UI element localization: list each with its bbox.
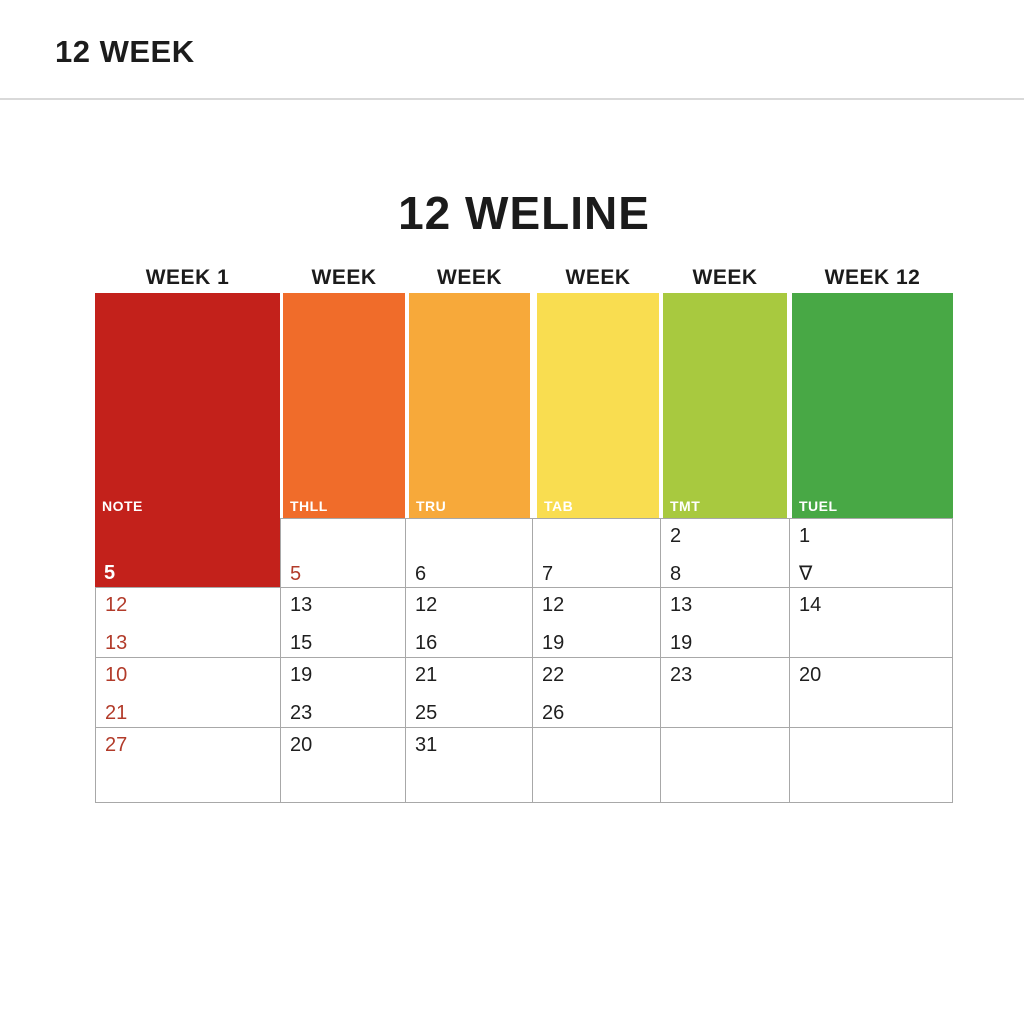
- day-number: 21: [105, 702, 128, 724]
- calendar-cell: 23: [661, 658, 790, 728]
- week-block-3: TRU: [409, 293, 530, 518]
- day-number: 23: [290, 702, 313, 724]
- calendar-cell: 12 13: [95, 588, 281, 658]
- day-number: 12: [415, 594, 438, 616]
- day-number: 1: [799, 525, 811, 547]
- top-divider: [0, 98, 1024, 100]
- week-block-tag: TUEL: [799, 498, 838, 514]
- day-number: 13: [290, 594, 313, 616]
- calendar-cell: 10 21: [95, 658, 281, 728]
- day-number: 6: [415, 563, 427, 585]
- calendar-cell: 27: [95, 728, 281, 803]
- day-number: 23: [670, 664, 693, 686]
- week-header-2: WEEK: [311, 266, 377, 289]
- calendar-cell: 12 19: [533, 588, 661, 658]
- day-number: 26: [542, 702, 565, 724]
- day-number: 27: [105, 734, 128, 756]
- week-header-4: WEEK: [565, 266, 631, 289]
- day-number: 13: [105, 632, 128, 654]
- week-block-tag: TMT: [670, 498, 701, 514]
- day-number: 19: [670, 632, 693, 654]
- day-number: 7: [542, 563, 554, 585]
- calendar-cell: 21 25: [406, 658, 533, 728]
- day-number: 31: [415, 734, 438, 756]
- calendar-cell: 20: [790, 658, 953, 728]
- week-header-12: WEEK 12: [824, 266, 921, 289]
- day-number: 19: [290, 664, 313, 686]
- day-number: 15: [290, 632, 313, 654]
- calendar-cell: 12 16: [406, 588, 533, 658]
- calendar-cell: 5: [95, 518, 281, 588]
- day-number: 10: [105, 664, 128, 686]
- day-number: ∇: [799, 563, 813, 585]
- calendar-cell: [790, 728, 953, 803]
- calendar-cell: 13 19: [661, 588, 790, 658]
- calendar-cell: [533, 728, 661, 803]
- week-block-tag: TAB: [544, 498, 574, 514]
- day-number: 14: [799, 594, 822, 616]
- day-number: 20: [799, 664, 822, 686]
- calendar-cell: 1 ∇: [790, 518, 953, 588]
- calendar-cell: 6: [406, 518, 533, 588]
- week-header-3: WEEK: [437, 266, 502, 289]
- week-block-5: TMT: [663, 293, 787, 518]
- day-number: 19: [542, 632, 565, 654]
- day-number: 5: [290, 563, 302, 585]
- calendar-cell: 5: [281, 518, 406, 588]
- calendar-cell: 19 23: [281, 658, 406, 728]
- calendar-cell: 14: [790, 588, 953, 658]
- calendar-cell: 20: [281, 728, 406, 803]
- day-number: 22: [542, 664, 565, 686]
- day-number: 25: [415, 702, 438, 724]
- week-header-5: WEEK: [692, 266, 758, 289]
- day-number: 20: [290, 734, 313, 756]
- week-block-tag: THLL: [290, 498, 328, 514]
- day-number: 12: [542, 594, 565, 616]
- day-number: 12: [105, 594, 128, 616]
- week-block-6: TUEL: [792, 293, 953, 518]
- calendar-cell: 13 15: [281, 588, 406, 658]
- page-corner-title: 12 WEEK: [55, 34, 195, 69]
- week-block-tag: TRU: [416, 498, 447, 514]
- day-number: 13: [670, 594, 693, 616]
- page-title: 12 WELINE: [398, 187, 650, 239]
- calendar-cell: 31: [406, 728, 533, 803]
- calendar-cell: [661, 728, 790, 803]
- day-number: 8: [670, 563, 682, 585]
- day-number: 5: [104, 562, 116, 584]
- day-number: 16: [415, 632, 438, 654]
- day-number: 21: [415, 664, 438, 686]
- week-block-1: NOTE: [95, 293, 280, 518]
- week-block-4: TAB: [537, 293, 659, 518]
- week-block-2: THLL: [283, 293, 405, 518]
- week-header-1: WEEK 1: [145, 266, 230, 289]
- calendar-cell: 7: [533, 518, 661, 588]
- day-number: 2: [670, 525, 682, 547]
- calendar-cell: 22 26: [533, 658, 661, 728]
- week-block-tag: NOTE: [102, 498, 143, 514]
